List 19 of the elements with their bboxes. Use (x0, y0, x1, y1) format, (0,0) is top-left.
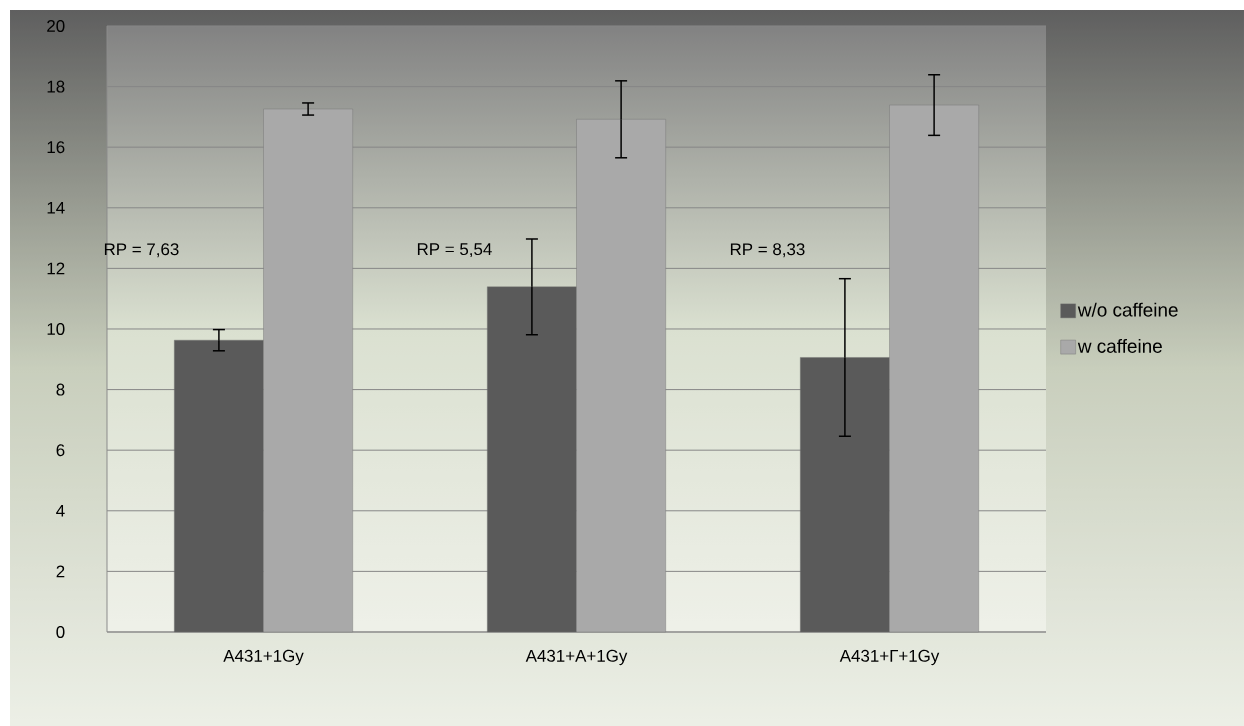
y-tick-label: 10 (47, 322, 65, 335)
y-tick-label: 18 (47, 80, 65, 93)
y-tick-label: 0 (56, 625, 65, 638)
legend-label: w/o caffeine (1077, 302, 1178, 317)
y-tick-label: 14 (47, 201, 65, 214)
y-tick-label: 8 (56, 383, 65, 396)
y-tick-label: 16 (47, 141, 65, 154)
x-tick-label: A431+Г+1Gy (839, 649, 940, 666)
annotation: RP = 5,54 (417, 243, 492, 258)
annotation: RP = 7,63 (104, 243, 179, 258)
x-tick-label: A431+1Gy (223, 649, 304, 666)
y-tick-label: 6 (56, 444, 65, 457)
y-tick-label: 20 (47, 19, 65, 32)
annotation: RP = 8,33 (730, 243, 805, 258)
y-tick-label: 4 (56, 504, 65, 517)
legend-label: w caffeine (1077, 338, 1162, 353)
y-tick-label: 12 (47, 262, 65, 275)
y-tick-label: 2 (56, 565, 65, 578)
x-tick-label: A431+A+1Gy (525, 649, 628, 666)
